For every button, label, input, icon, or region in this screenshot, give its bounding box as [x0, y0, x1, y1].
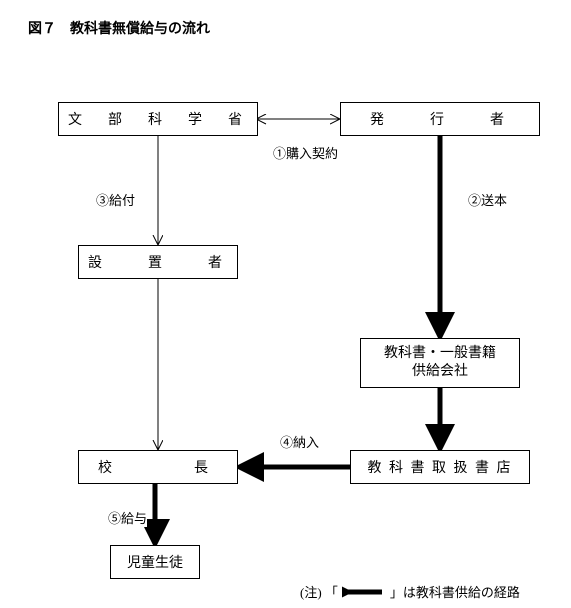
node-mext: 文 部 科 学 省: [58, 102, 258, 136]
diagram-canvas: 図７ 教科書無償給与の流れ: [0, 0, 571, 608]
node-publisher: 発 行 者: [340, 102, 540, 136]
node-bookstore: 教 科 書 取 扱 書 店: [350, 450, 530, 484]
footnote: (注) 「 」は教科書供給の経路: [300, 582, 520, 601]
node-establisher: 設 置 者: [78, 245, 238, 279]
edges-layer: [0, 0, 571, 608]
node-bookstore-label: 教 科 書 取 扱 書 店: [355, 457, 525, 477]
node-supplyco: 教科書・一般書籍 供給会社: [360, 338, 520, 388]
node-supplyco-line1: 教科書・一般書籍: [365, 345, 515, 363]
node-principal: 校 長: [78, 450, 238, 484]
label-grant: ③給付: [96, 190, 135, 209]
footnote-arrow-icon: [342, 586, 386, 598]
label-send: ②送本: [468, 190, 507, 209]
node-students-label: 児童生徒: [115, 552, 195, 572]
node-supplyco-line2: 供給会社: [365, 363, 515, 381]
node-establisher-label: 設 置 者: [83, 252, 233, 272]
node-mext-label: 文 部 科 学 省: [63, 109, 253, 129]
node-principal-label: 校 長: [83, 457, 233, 477]
node-students: 児童生徒: [110, 545, 200, 579]
node-supplyco-label: 教科書・一般書籍 供給会社: [365, 345, 515, 381]
label-provide: ⑤給与: [108, 508, 147, 527]
footnote-suffix: 」は教科書供給の経路: [390, 582, 520, 601]
label-deliver: ④納入: [280, 432, 319, 451]
node-publisher-label: 発 行 者: [345, 109, 535, 129]
footnote-prefix: (注) 「: [300, 582, 338, 601]
label-contract: ①購入契約: [273, 143, 338, 162]
figure-title: 図７ 教科書無償給与の流れ: [28, 18, 210, 38]
